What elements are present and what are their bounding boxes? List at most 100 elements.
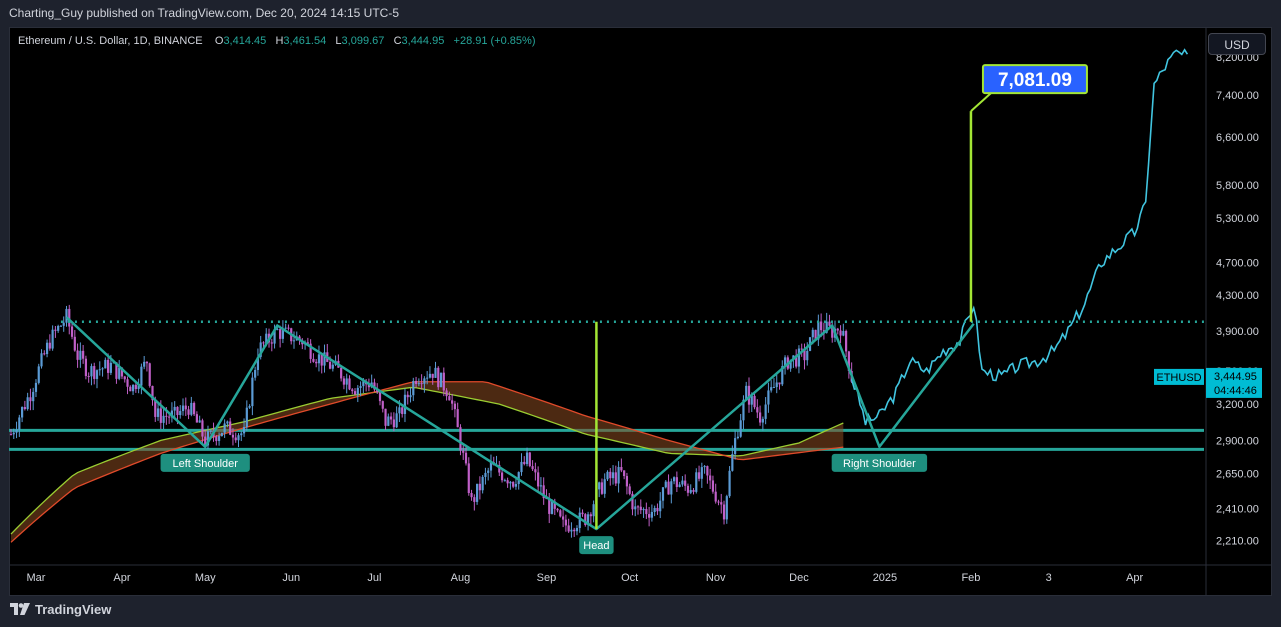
footer-bar	[0, 596, 1281, 627]
time-tick-4: Jul	[367, 572, 381, 584]
price-chart[interactable]: Left Shoulder Head Right Shoulder 8,200.00…	[9, 27, 1272, 596]
last-price-tag: ETHUSD 3,444.95 04:44:46	[1154, 367, 1262, 398]
ma-fast-line	[10, 386, 844, 535]
candle-body	[154, 400, 157, 417]
candle-body	[340, 367, 343, 379]
candle-body	[770, 387, 773, 391]
time-tick-1: Apr	[113, 572, 130, 584]
time-axis: Mar Apr May Jun Jul Aug Sep Oct Nov Dec 2025 Feb 3 Ap…	[9, 564, 1272, 584]
price-tick-6: 4,300.00	[1216, 290, 1259, 302]
time-tick-3: Jun	[282, 572, 300, 584]
candle-body	[181, 405, 185, 412]
head-and-shoulders-pattern	[60, 111, 1204, 531]
candle-body	[509, 481, 512, 484]
candle-body	[23, 407, 26, 410]
candle-body	[59, 325, 63, 327]
candle-body	[459, 427, 462, 451]
candle-body	[528, 452, 531, 467]
time-tick-13: Apr	[1126, 572, 1143, 584]
candle-body	[453, 403, 457, 410]
price-tag-box	[1206, 367, 1262, 398]
candle-body	[242, 427, 246, 434]
candle-body	[123, 376, 126, 380]
price-tick-7: 3,900.00	[1216, 326, 1259, 338]
price-tag-value: 3,444.95	[1214, 371, 1257, 383]
price-tick-13: 2,210.00	[1216, 536, 1259, 548]
candle-body	[256, 356, 260, 370]
candle-body	[151, 385, 154, 401]
target-value: 7,081.09	[998, 70, 1072, 91]
candle-body	[18, 417, 21, 430]
open-value: 3,414.45	[223, 35, 267, 47]
pattern-label-box	[579, 536, 614, 555]
low-label: L	[335, 35, 342, 47]
price-tick-5: 4,700.00	[1216, 257, 1259, 269]
candle-body	[664, 481, 667, 488]
candle-body	[101, 368, 104, 370]
price-tick-4: 5,300.00	[1216, 213, 1259, 225]
candle-body	[584, 514, 587, 525]
candle-body	[170, 410, 174, 418]
candle-body	[611, 472, 615, 479]
candle-body	[79, 350, 82, 360]
candle-body	[73, 336, 76, 351]
candle-body	[215, 436, 218, 441]
candle-body	[550, 501, 554, 514]
pattern-label-text: Head	[583, 540, 609, 552]
price-tick-1: 7,400.00	[1216, 90, 1259, 102]
candle-body	[134, 384, 137, 390]
candle-body	[500, 472, 504, 481]
candle-body	[9, 434, 13, 436]
candle-body	[656, 507, 659, 512]
candle-body	[351, 389, 354, 392]
price-axis: 8,200.00 7,400.00 6,600.00 5,800.00 5,300.00…	[1205, 27, 1259, 596]
candle-body	[143, 361, 146, 367]
candle-body	[412, 380, 415, 396]
pattern-label-box	[160, 453, 250, 472]
time-tick-8: Nov	[706, 572, 726, 584]
candle-body	[734, 438, 737, 455]
candle-body	[376, 389, 379, 393]
candle-body	[229, 421, 232, 435]
candle-body	[703, 466, 706, 468]
candle-body	[606, 471, 609, 480]
candle-body	[523, 461, 526, 465]
candle-body	[220, 432, 223, 437]
currency-button[interactable]: USD	[1208, 33, 1266, 55]
candle-body	[259, 342, 262, 357]
candle-body	[745, 385, 748, 400]
candle-body	[428, 373, 432, 378]
candle-body	[636, 506, 640, 508]
time-tick-11: Feb	[961, 572, 980, 584]
candle-body	[401, 407, 404, 414]
time-tick-2: May	[195, 572, 216, 584]
candle-body	[315, 361, 318, 364]
candle-body	[728, 470, 731, 497]
candle-body	[825, 321, 828, 333]
candle-body	[190, 402, 193, 415]
candle-body	[12, 432, 15, 435]
pattern-label-2: Right Shoulder	[831, 453, 928, 472]
candle-body	[442, 372, 445, 391]
candle-body	[506, 480, 509, 484]
candle-body	[70, 326, 74, 337]
candle-body	[789, 359, 792, 369]
candle-body	[76, 350, 79, 360]
tradingview-logo[interactable]: TradingView	[10, 598, 111, 620]
candle-body	[478, 483, 481, 491]
candle-body	[598, 482, 601, 490]
target-leader	[970, 92, 992, 112]
candle-body	[814, 329, 817, 340]
candle-body	[140, 366, 143, 386]
candle-body	[395, 413, 398, 428]
price-tag: 3,444.95 04:44:46	[1206, 367, 1262, 398]
candle-body	[451, 400, 454, 404]
candle-body	[512, 481, 515, 487]
candle-body	[548, 498, 551, 514]
symbol-name: Ethereum / U.S. Dollar, 1D, BINANCE	[18, 35, 203, 47]
publish-header: Charting_Guy published on TradingView.co…	[0, 0, 1281, 27]
candle-body	[503, 480, 506, 482]
candle-body	[520, 461, 523, 473]
high-value: 3,461.54	[283, 35, 327, 47]
candle-body	[115, 362, 118, 379]
